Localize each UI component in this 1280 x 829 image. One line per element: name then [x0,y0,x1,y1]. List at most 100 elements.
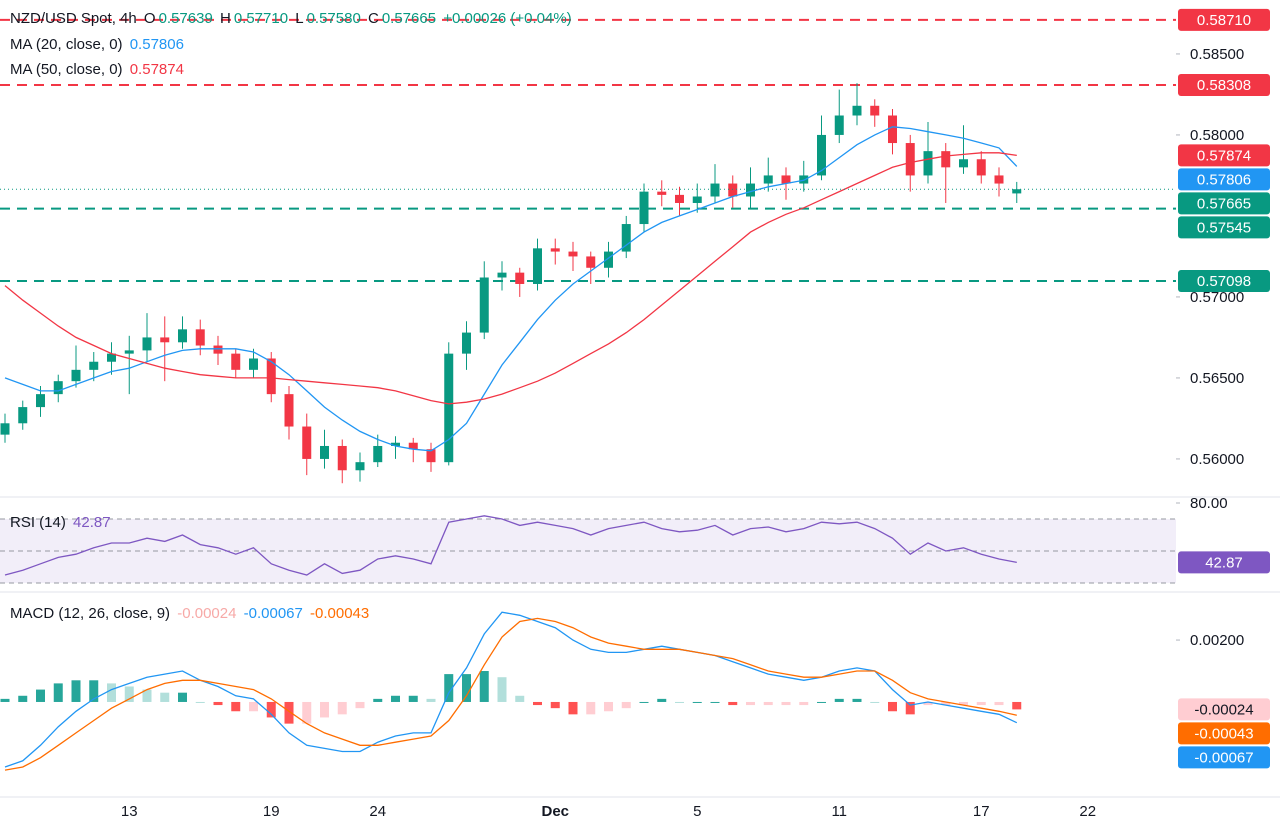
price-tag [1178,746,1270,769]
candle-body [444,353,454,463]
candle-body [870,105,880,116]
histogram-bar [710,701,720,703]
histogram-bar [178,692,187,702]
candle-body [746,183,755,197]
candle-body [497,272,507,278]
candle-body [852,105,862,116]
histogram-bar [213,701,223,706]
histogram-bar [905,701,915,715]
ma50-legend: MA (50, close, 0) 0.57874 [10,61,187,78]
candle-body [621,224,631,252]
ohlc-value: 0.57639 [158,10,213,27]
x-tick-label: 13 [121,803,138,820]
histogram-bar [0,698,10,702]
histogram-bar [160,692,170,702]
histogram-bar [533,701,542,706]
ohlc-key: H [219,10,231,27]
price-tag-label: 0.58710 [1197,12,1251,29]
histogram-bar [107,683,116,702]
price-tag-label: -0.00067 [1194,749,1253,766]
ohlc-value: 0.57665 [381,10,437,27]
price-tag-label: -0.00043 [1194,725,1253,742]
histogram-bar [89,680,99,702]
symbol: NZD/USD Spot, 4h [10,10,137,27]
candle-body [36,394,45,408]
histogram-bar [337,701,347,715]
y-tick-label: 0.58500 [1190,46,1244,63]
rsi-line [4,515,1017,576]
ohlc-value: 0.57710 [233,10,289,27]
x-tick-label: 19 [263,803,280,820]
change: +0.00026 (+0.04%) [443,10,572,27]
histogram-bar [1012,701,1022,710]
histogram-bar [550,701,560,709]
ohlc-key: L [295,10,304,27]
legend-name: MA (50, close, 0) [10,61,123,78]
candle-body [905,143,915,176]
histogram-bar [231,701,241,712]
candle-body [976,159,986,176]
histogram-bar [959,701,968,706]
histogram-bar [888,701,897,712]
rsi-legend: RSI (14) 42.87 [10,514,114,531]
y-tick-label: 0.00200 [1190,632,1244,649]
candle-body [284,394,294,427]
histogram-bar [142,689,152,702]
legend-name: MA (20, close, 0) [10,36,123,53]
x-tick-label: 11 [831,803,847,820]
candle-body [515,272,525,284]
candle-body [763,175,773,184]
x-tick-label: Dec [541,803,569,820]
histogram-bar [675,701,684,703]
candle-body [89,361,99,370]
histogram-bar [266,701,276,718]
y-tick-label: 0.56500 [1190,370,1244,387]
price-tag [1178,74,1270,97]
price-tag-label: 0.57874 [1197,147,1251,164]
price-tag [1178,270,1270,293]
ma20-legend: MA (20, close, 0) 0.57806 [10,36,187,53]
macd-legend: MACD (12, 26, close, 9) -0.00024 -0.0006… [10,605,372,622]
candle-body [266,358,276,395]
histogram-bar [817,701,826,703]
histogram-bar [621,701,631,709]
candle-body [0,423,10,435]
signal-line [4,617,1017,771]
candle-body [337,445,347,471]
price-tag [1178,192,1270,215]
price-tag [1178,722,1270,745]
histogram-bar [124,686,134,702]
histogram-bar [994,701,1004,706]
candle-body [728,183,738,197]
candle-body [604,251,613,268]
candle-body [355,462,365,471]
histogram-bar [639,701,649,703]
legend-value: -0.00043 [310,605,370,622]
legend-value: -0.00024 [177,605,237,622]
legend-name: RSI (14) [10,514,66,531]
ohlc-key: O [143,10,156,27]
histogram-bar [657,698,667,702]
histogram-bar [195,701,205,703]
candle-body [941,151,951,168]
histogram-bar [852,698,862,702]
ohlc-value: 0.57580 [306,10,361,27]
macd-line [4,611,1018,768]
histogram-bar [586,701,596,715]
histogram-bar [462,674,471,702]
histogram-bar [692,701,702,703]
candle-body [426,449,436,463]
ohlc-key: C [367,10,379,27]
histogram-bar [870,701,880,703]
y-tick-label: 80.00 [1190,495,1228,512]
candle-body [124,350,134,354]
candle-body [533,248,542,284]
histogram-bar [444,674,454,702]
candle-body [178,329,187,343]
ma-line [4,126,1018,452]
price-tag [1178,168,1270,191]
candle-body [71,369,81,382]
candle-body [781,175,791,184]
